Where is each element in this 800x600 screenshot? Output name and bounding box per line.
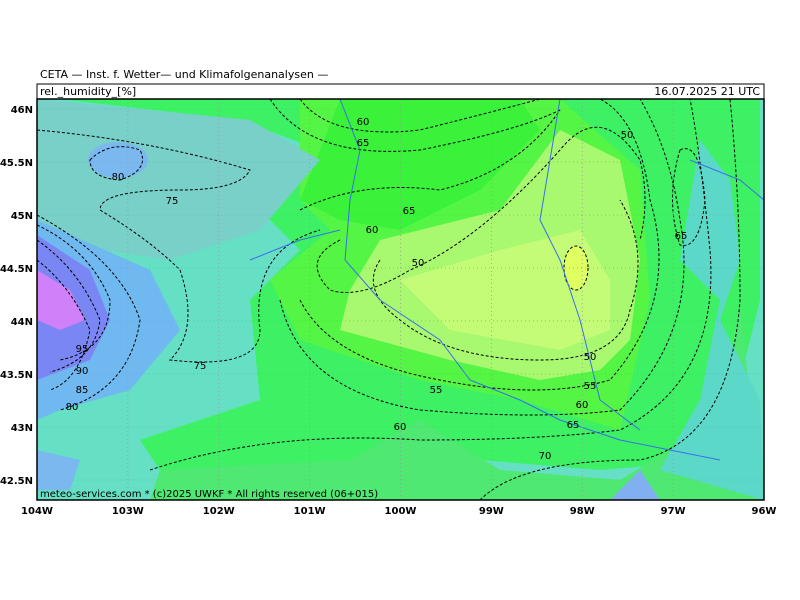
lon-tick-label: 96W [752, 506, 777, 517]
lat-tick-label: 43N [11, 423, 33, 434]
contour-label: 50 [584, 352, 597, 363]
lon-tick-label: 98W [570, 506, 595, 517]
contour-label: 60 [366, 225, 379, 236]
contour-label: 75 [166, 196, 179, 207]
contour-label: 75 [194, 361, 207, 372]
contour-label: 85 [76, 385, 89, 396]
contour-label: 65 [567, 420, 580, 431]
contour-label: 80 [66, 402, 79, 413]
contour-label: 55 [430, 385, 443, 396]
lat-tick-label: 44.5N [0, 264, 33, 275]
contour-label: 65 [675, 231, 688, 242]
datetime: 16.07.2025 21 UTC [654, 85, 760, 98]
contour-label: 50 [621, 130, 634, 141]
header-title: CETA — Inst. f. Wetter— und Klimafolgena… [40, 68, 328, 81]
lon-tick-label: 104W [21, 506, 53, 517]
contour-labels: 60 65 50 80 75 65 60 65 50 95 90 85 80 75 55 50 55 60 65 60… [66, 117, 688, 462]
contour-label: 55 [584, 381, 597, 392]
lon-tick-label: 97W [661, 506, 686, 517]
variable-label: rel._humidity_[%] [40, 85, 136, 98]
contour-label: 60 [576, 400, 589, 411]
contour-label: 50 [412, 258, 425, 269]
contour-label: 65 [403, 206, 416, 217]
contour-label: 80 [112, 172, 125, 183]
footer: meteo-services.com * (c)2025 UWKF * All … [40, 489, 378, 500]
contour-label: 60 [357, 117, 370, 128]
contour-label: 65 [357, 138, 370, 149]
contour-label: 60 [394, 422, 407, 433]
lon-tick-label: 103W [112, 506, 144, 517]
lon-tick-label: 99W [479, 506, 504, 517]
lat-tick-label: 43.5N [0, 370, 33, 381]
map-frame [36, 98, 765, 501]
contour-label: 95 [76, 344, 89, 355]
lat-tick-label: 44N [11, 317, 33, 328]
lat-tick-label: 42.5N [0, 476, 33, 487]
lat-tick-label: 45.5N [0, 158, 33, 169]
graticule [37, 99, 764, 500]
contour-label: 70 [539, 451, 552, 462]
lon-tick-label: 100W [385, 506, 417, 517]
lon-tick-label: 101W [294, 506, 326, 517]
lat-tick-label: 46N [11, 105, 33, 116]
lon-tick-label: 102W [203, 506, 235, 517]
lat-tick-label: 45N [11, 211, 33, 222]
contour-label: 90 [76, 366, 89, 377]
